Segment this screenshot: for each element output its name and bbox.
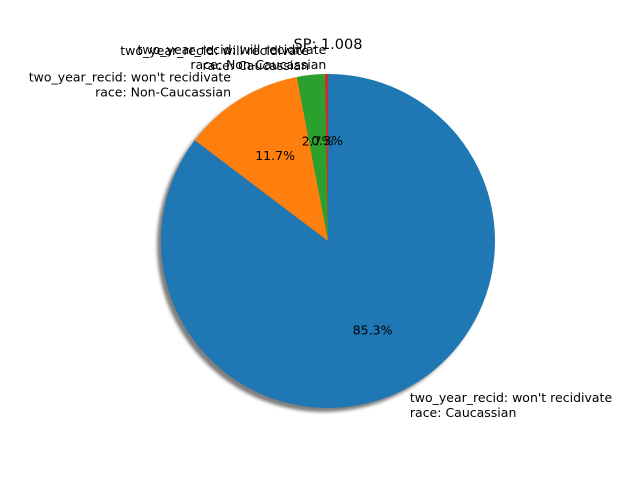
- pct-label-two-year-recid-won-t-recidivate-race-non-caucassian: 11.7%: [255, 148, 295, 163]
- slice-label-two-year-recid-will-recidivate-race-caucassian: two_year_recid: will recidivate race: Cau…: [120, 43, 309, 73]
- slice-label-two-year-recid-will-recidivate-race-non-caucassian: two_year_recid: will recidivate race: Non…: [138, 42, 327, 72]
- slice-two-year-recid-will-recidivate-race-non-caucassian: [324, 74, 328, 241]
- slice-two-year-recid-won-t-recidivate-race-non-caucassian: [194, 76, 328, 242]
- pct-label-two-year-recid-will-recidivate-race-non-caucassian: 0.3%: [311, 133, 343, 148]
- slice-two-year-recid-won-t-recidivate-race-caucassian: [161, 74, 496, 408]
- pct-label-two-year-recid-will-recidivate-race-caucassian: 2.7%: [302, 133, 334, 148]
- slice-label-two-year-recid-won-t-recidivate-race-caucassian: two_year_recid: won't recidivate race: Ca…: [410, 390, 613, 420]
- slice-two-year-recid-will-recidivate-race-caucassian: [296, 74, 328, 241]
- pct-label-two-year-recid-won-t-recidivate-race-caucassian: 85.3%: [353, 323, 393, 338]
- pie-slices: [161, 74, 496, 408]
- chart-title: SP: 1.008: [294, 37, 363, 53]
- slice-label-two-year-recid-won-t-recidivate-race-non-caucassian: two_year_recid: won't recidivate race: No…: [29, 70, 232, 100]
- pie-labels: 0.3% two_year_recid: will recidivate race:…: [29, 42, 613, 420]
